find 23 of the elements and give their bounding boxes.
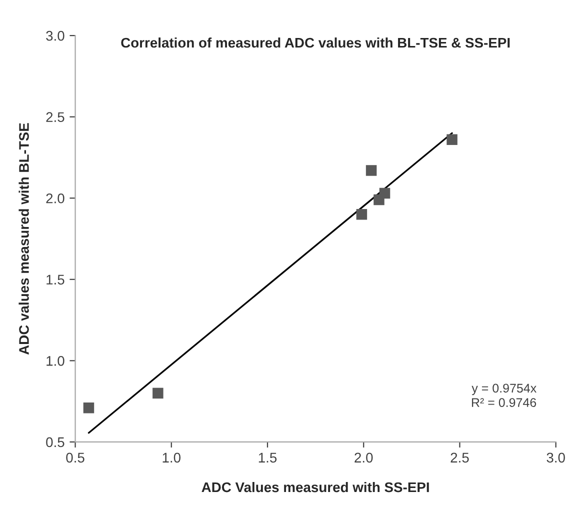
x-axis-title: ADC Values measured with SS-EPI (202, 482, 429, 492)
y-axis-title: ADC values measured with BL-TSE (18, 123, 29, 355)
chart-title: Correlation of measured ADC values with BL-TSE & SS-EPI (121, 37, 510, 48)
x-tick-label: 1.5 (258, 452, 277, 463)
point (379, 188, 390, 199)
x-tick-label: 2.0 (354, 452, 373, 463)
x-tick-label: 0.5 (66, 452, 84, 463)
point (356, 208, 368, 220)
point (83, 402, 94, 414)
annotation: y = 0.9754x (472, 384, 536, 396)
x-tick-label: 2.5 (450, 452, 469, 463)
y-tick-label: 3.0 (46, 30, 64, 41)
y-tick-label: 1.0 (46, 356, 64, 366)
point (366, 165, 377, 176)
x-tick-label: 3.0 (546, 452, 565, 463)
annotation: R² = 0.9746 (472, 398, 536, 407)
y-tick-label: 2.0 (46, 193, 64, 204)
y-tick-label: 0.5 (46, 437, 64, 448)
y-tick-label: 2.5 (46, 112, 64, 122)
point (152, 388, 164, 399)
y-tick-label: 1.5 (46, 274, 64, 285)
point (446, 134, 458, 145)
x-tick-label: 1.0 (162, 452, 180, 463)
